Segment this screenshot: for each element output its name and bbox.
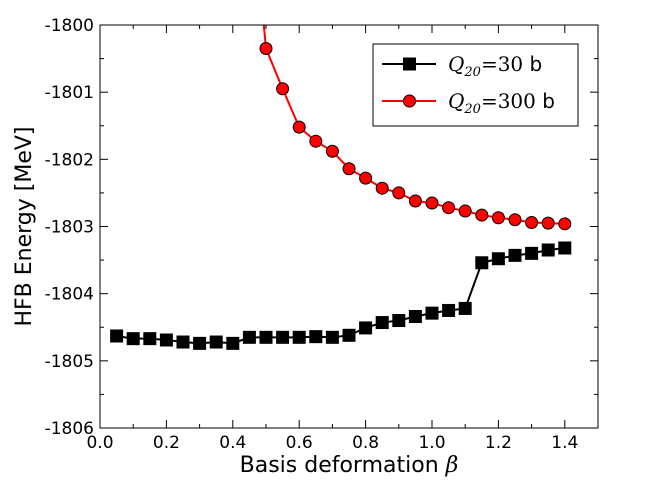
x-tick-label: 0.0 — [86, 433, 113, 453]
data-point-series-0 — [126, 332, 140, 346]
x-tick-label: 1.2 — [485, 433, 512, 453]
y-tick-label: -1806 — [45, 419, 94, 439]
ticks-layer: 0.0 0.2 0.4 0.6 0.8 1.0 1.2 1.4 -1800 -1801 -1802 -… — [45, 16, 599, 453]
data-point-series-0 — [143, 332, 157, 346]
data-point-series-0 — [226, 336, 240, 350]
data-point-series-0 — [209, 335, 223, 349]
data-point-series-1 — [508, 213, 522, 227]
data-point-series-0 — [558, 241, 572, 255]
data-point-series-0 — [292, 330, 306, 344]
y-tick-label: -1801 — [45, 83, 94, 103]
data-point-series-1 — [359, 171, 373, 185]
data-point-series-1 — [276, 82, 290, 96]
y-tick-label: -1805 — [45, 352, 94, 372]
data-point-series-1 — [475, 208, 489, 222]
legend-marker-series-1 — [403, 94, 416, 108]
data-point-series-1 — [558, 217, 572, 231]
data-point-series-0 — [359, 321, 373, 335]
data-point-series-0 — [425, 306, 439, 320]
data-point-series-1 — [425, 196, 439, 210]
data-point-series-0 — [375, 316, 389, 330]
legend-label-series-1: Q20=300 b — [448, 89, 555, 117]
x-tick-label: 0.2 — [153, 433, 180, 453]
data-point-series-1 — [392, 186, 406, 200]
data-point-series-0 — [525, 246, 539, 260]
data-point-series-1 — [259, 42, 273, 56]
data-point-series-1 — [491, 211, 505, 225]
data-point-series-0 — [442, 303, 456, 317]
x-tick-label: 1.4 — [551, 433, 578, 453]
data-point-series-0 — [259, 330, 273, 344]
legend-label-series-0: Q20=30 b — [448, 52, 542, 80]
data-point-series-0 — [159, 333, 173, 347]
data-point-series-0 — [342, 328, 356, 342]
data-point-series-1 — [309, 134, 323, 148]
data-point-series-0 — [242, 330, 256, 344]
data-point-series-1 — [442, 201, 456, 215]
y-axis-title: HFB Energy [MeV] — [12, 126, 37, 326]
data-point-series-0 — [325, 330, 339, 344]
data-point-series-1 — [375, 181, 389, 195]
data-point-series-1 — [525, 215, 539, 229]
legend: Q20=30 b Q20=300 b — [372, 43, 579, 127]
data-point-series-1 — [325, 144, 339, 158]
data-point-series-1 — [458, 204, 472, 218]
data-point-series-0 — [541, 243, 555, 257]
y-tick-label: -1800 — [45, 16, 94, 36]
data-point-series-0 — [309, 330, 323, 344]
data-point-series-0 — [491, 252, 505, 266]
y-tick-label: -1803 — [45, 218, 94, 238]
x-tick-label: 0.4 — [219, 433, 246, 453]
data-point-series-0 — [110, 329, 124, 343]
x-axis-title: Basis deformation β — [240, 453, 459, 478]
data-point-series-1 — [292, 120, 306, 134]
x-tick-label: 1.0 — [418, 433, 445, 453]
y-tick-label: -1804 — [45, 285, 94, 305]
data-point-series-1 — [408, 194, 422, 208]
data-point-series-0 — [458, 301, 472, 315]
data-point-series-1 — [342, 162, 356, 176]
x-tick-label: 0.8 — [352, 433, 379, 453]
legend-marker-series-0 — [403, 57, 416, 71]
data-point-series-0 — [408, 310, 422, 324]
data-point-series-0 — [475, 256, 489, 270]
data-point-series-0 — [276, 330, 290, 344]
markers-layer — [110, 42, 572, 350]
data-point-series-0 — [508, 248, 522, 262]
series-line-0 — [116, 246, 565, 345]
data-point-series-0 — [176, 335, 190, 349]
data-point-series-1 — [541, 216, 555, 230]
y-tick-label: -1802 — [45, 150, 94, 170]
data-point-series-0 — [193, 336, 207, 350]
x-tick-label: 0.6 — [286, 433, 313, 453]
data-point-series-0 — [392, 314, 406, 328]
